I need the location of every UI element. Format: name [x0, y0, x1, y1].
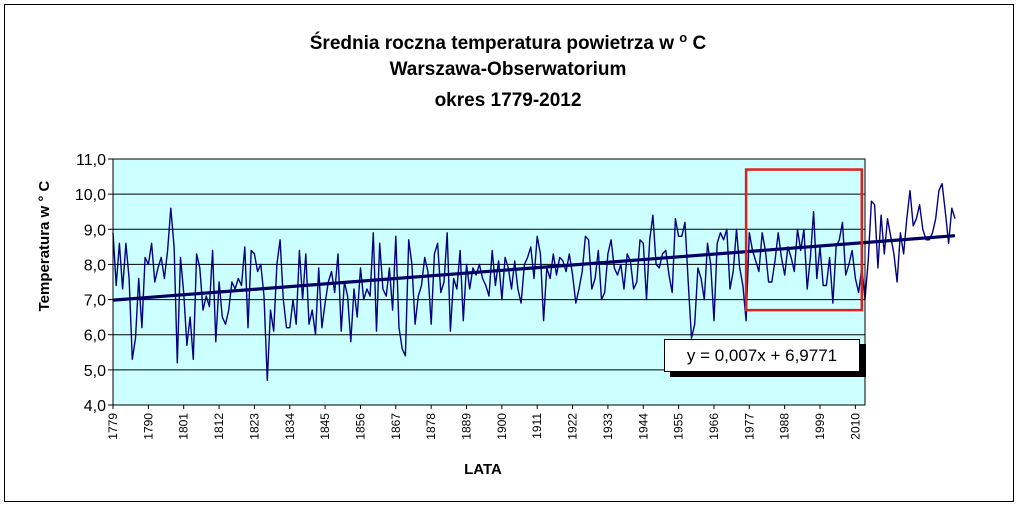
x-tick-label: 1878 — [424, 413, 438, 440]
y-tick-label: 11,0 — [76, 152, 106, 169]
x-tick-label: 1999 — [813, 413, 827, 440]
y-axis-label: Temperatura w ° C — [36, 180, 53, 311]
x-tick-label: 1933 — [601, 413, 615, 440]
plot-border — [112, 158, 866, 406]
x-tick-label: 1801 — [177, 413, 191, 440]
trendline-equation-box: y = 0,007x + 6,9771 — [664, 339, 860, 372]
x-tick-label: 1977 — [742, 413, 756, 440]
temperature-series-line — [112, 182, 956, 382]
chart-title-line1: Średnia roczna temperatura powietrza w o… — [310, 30, 707, 54]
x-axis-ticks: 1779 1790 1801 1812 1823 1834 1845 1856 1867 1878… — [106, 405, 862, 440]
chart-title-line3: okres 1779-2012 — [435, 90, 582, 111]
x-tick-label: 1856 — [353, 413, 367, 440]
y-tick-label: 10,0 — [75, 187, 106, 204]
highlight-box — [744, 168, 864, 312]
y-tick-label: 7,0 — [84, 293, 106, 310]
x-tick-label: 1988 — [778, 413, 792, 440]
x-tick-label: 1790 — [141, 413, 155, 440]
x-tick-label: 1889 — [460, 413, 474, 440]
y-tick-label: 9,0 — [84, 222, 106, 239]
y-tick-label: 6,0 — [84, 328, 106, 345]
x-tick-label: 1834 — [283, 413, 297, 440]
y-axis-ticks: 4,0 5,0 6,0 7,0 8,0 9,0 10,0 11,0 — [75, 152, 113, 415]
y-tick-label: 4,0 — [84, 398, 106, 415]
x-tick-label: 1823 — [247, 413, 261, 440]
x-tick-label: 1911 — [530, 413, 544, 439]
x-tick-label: 1944 — [636, 413, 650, 440]
x-tick-label: 1922 — [566, 413, 580, 440]
y-tick-label: 5,0 — [84, 363, 106, 380]
x-tick-label: 2010 — [848, 413, 862, 440]
x-tick-label: 1900 — [495, 413, 509, 440]
x-tick-label: 1779 — [106, 413, 120, 440]
x-tick-label: 1845 — [318, 413, 332, 440]
trend-line — [112, 234, 956, 302]
x-tick-label: 1955 — [672, 413, 686, 440]
x-tick-label: 1966 — [707, 413, 721, 440]
chart-title-line2: Warszawa-Obserwatorium — [390, 59, 627, 80]
y-tick-label: 8,0 — [84, 257, 106, 274]
x-axis-label: LATA — [464, 461, 502, 478]
x-tick-label: 1812 — [212, 413, 226, 440]
x-tick-label: 1867 — [389, 413, 403, 440]
